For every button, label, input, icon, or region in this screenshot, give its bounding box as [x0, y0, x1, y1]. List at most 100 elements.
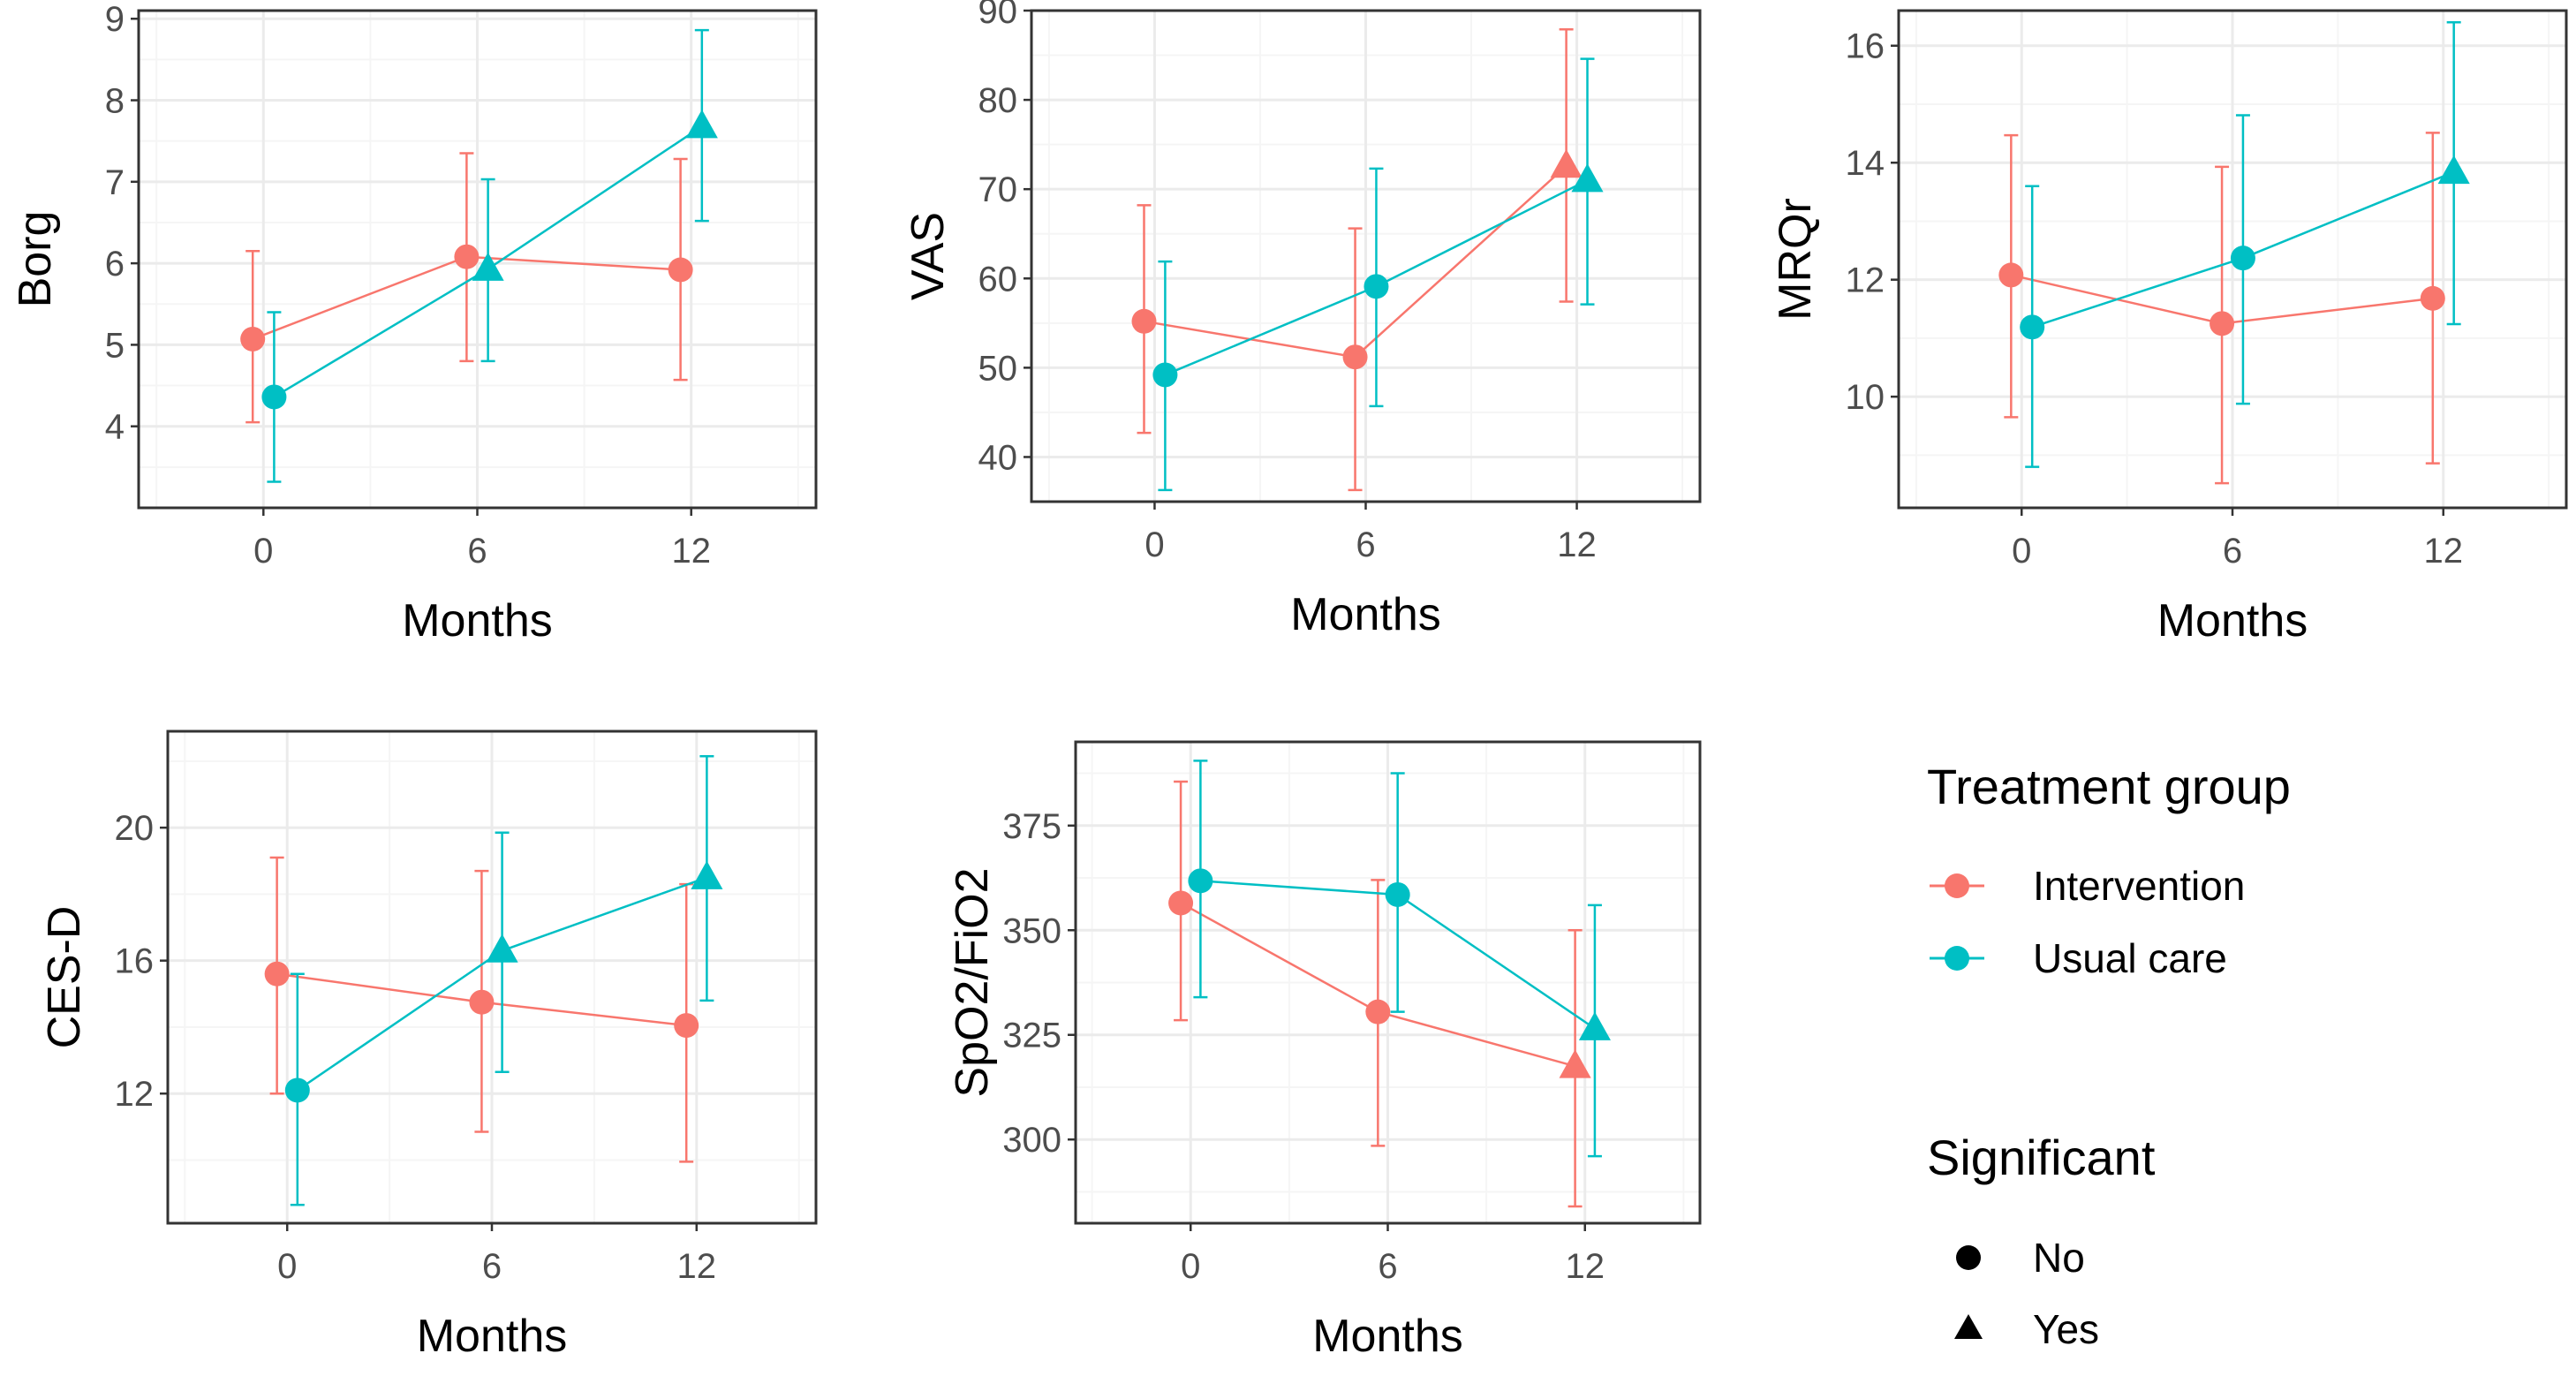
x-tick-label: 12	[671, 532, 711, 571]
usual-care-point-circle	[261, 384, 287, 410]
intervention-point-circle	[240, 326, 266, 352]
legend-no-label: No	[2033, 1235, 2085, 1281]
intervention-point-circle	[264, 961, 290, 987]
x-tick-label: 0	[277, 1247, 297, 1286]
panel-border	[1897, 9, 2568, 510]
y-tick-label: 20	[115, 809, 155, 848]
intervention-point-circle	[668, 257, 693, 283]
x-tick-label: 6	[482, 1247, 502, 1286]
x-axis-title: Months	[417, 1311, 568, 1362]
usual-care-point-triangle	[472, 252, 504, 281]
y-tick-label: 7	[105, 163, 125, 202]
y-tick-label: 300	[1002, 1121, 1061, 1160]
y-tick-label: 70	[978, 170, 1018, 209]
usual-care-point-circle	[2020, 314, 2045, 340]
y-tick-label: 375	[1002, 807, 1061, 846]
intervention-point-circle	[1131, 308, 1157, 334]
panel-mrqr: 10 12 14 16 0 6 12 Months MRQr	[1770, 9, 2568, 646]
x-tick-label: 6	[467, 532, 487, 571]
usual-care-point-triangle	[486, 934, 518, 963]
usual-care-point-triangle	[1578, 1011, 1611, 1040]
x-tick-label: 6	[1356, 525, 1375, 564]
y-tick-label: 16	[115, 942, 155, 981]
intervention-point-triangle	[1550, 148, 1583, 178]
panel-border	[137, 9, 818, 510]
x-tick-label: 12	[2423, 532, 2463, 571]
usual-care-point-triangle	[685, 110, 718, 139]
y-tick-label: 40	[978, 438, 1018, 477]
legend-usual-care-marker	[1945, 946, 1969, 971]
usual-care-point-circle	[2230, 246, 2255, 271]
panel-border	[166, 730, 818, 1225]
panel-spo2-fio2: 300 325 350 375 0 6 12 Months SpO2/FiO2	[947, 740, 1702, 1362]
y-tick-label: 5	[105, 326, 125, 365]
y-tick-label: 80	[978, 81, 1018, 120]
x-tick-label: 12	[1566, 1247, 1605, 1286]
panel-borg: 4 5 6 7 8 9 0 6 12 Months Borg	[10, 0, 818, 646]
y-tick-label: 14	[1846, 144, 1885, 183]
panel-border	[1030, 9, 1702, 503]
y-tick-label: 6	[105, 245, 125, 284]
usual-care-point-circle	[1188, 868, 1213, 894]
y-tick-label: 350	[1002, 911, 1061, 950]
legend-yes-marker-triangle-icon	[1954, 1314, 1983, 1339]
series	[264, 754, 723, 1206]
panel-ces-d: 12 16 20 0 6 12 Months CES-D	[39, 730, 818, 1362]
y-axis-title: Borg	[10, 211, 61, 308]
y-tick-label: 10	[1846, 378, 1885, 417]
legend-intervention-marker	[1945, 873, 1969, 898]
intervention-point-circle	[1342, 344, 1368, 370]
x-axis-title: Months	[1312, 1311, 1463, 1362]
grid	[168, 731, 816, 1223]
intervention-point-circle	[2420, 285, 2445, 311]
usual-care-point-circle	[1385, 881, 1410, 907]
x-axis-title: Months	[1290, 589, 1441, 640]
intervention-point-circle	[1365, 999, 1391, 1024]
y-tick-label: 50	[978, 349, 1018, 388]
x-tick-label: 12	[677, 1247, 717, 1286]
legend-significance-title: Significant	[1927, 1130, 2156, 1185]
x-axis-title: Months	[402, 595, 553, 646]
x-tick-label: 0	[1144, 525, 1164, 564]
x-tick-label: 0	[1181, 1247, 1200, 1286]
grid	[1076, 742, 1700, 1223]
panel-border	[1074, 740, 1702, 1225]
legend-yes-label: Yes	[2033, 1306, 2099, 1352]
x-tick-label: 12	[1557, 525, 1597, 564]
x-axis-title: Months	[2157, 595, 2308, 646]
usual-care-point-circle	[1364, 274, 1389, 299]
series	[1131, 27, 1604, 492]
x-tick-label: 0	[2012, 532, 2031, 571]
legend-usual-care-label: Usual care	[2033, 935, 2227, 981]
legend-group-title: Treatment group	[1927, 759, 2291, 814]
y-axis-title: SpO2/FiO2	[947, 867, 998, 1097]
intervention-point-triangle	[1559, 1049, 1591, 1078]
panel-vas: 40 50 60 70 80 90 0 6 12 Months VAS	[903, 0, 1702, 640]
series	[1998, 20, 2470, 485]
y-tick-label: 60	[978, 260, 1018, 299]
y-tick-label: 12	[1846, 261, 1885, 300]
usual-care-point-circle	[1152, 362, 1178, 388]
y-tick-label: 90	[978, 0, 1018, 31]
intervention-point-circle	[1168, 890, 1194, 916]
y-tick-label: 12	[115, 1075, 155, 1114]
legend: Treatment group Intervention Usual care …	[1927, 759, 2291, 1352]
usual-care-point-circle	[284, 1077, 310, 1103]
legend-no-marker-circle-icon	[1956, 1245, 1981, 1270]
intervention-point-circle	[674, 1013, 699, 1039]
x-tick-label: 6	[1378, 1247, 1397, 1286]
y-axis-title: MRQr	[1770, 198, 1821, 321]
intervention-point-circle	[1998, 262, 2024, 288]
x-tick-label: 6	[2223, 532, 2242, 571]
y-axis-title: VAS	[903, 212, 954, 300]
y-tick-label: 325	[1002, 1017, 1061, 1055]
y-axis-title: CES-D	[39, 906, 90, 1049]
usual-care-point-triangle	[1571, 163, 1604, 193]
x-tick-label: 0	[253, 532, 273, 571]
legend-intervention-label: Intervention	[2033, 863, 2245, 909]
series	[240, 28, 718, 483]
y-tick-label: 8	[105, 82, 125, 121]
grid	[1899, 11, 2566, 508]
